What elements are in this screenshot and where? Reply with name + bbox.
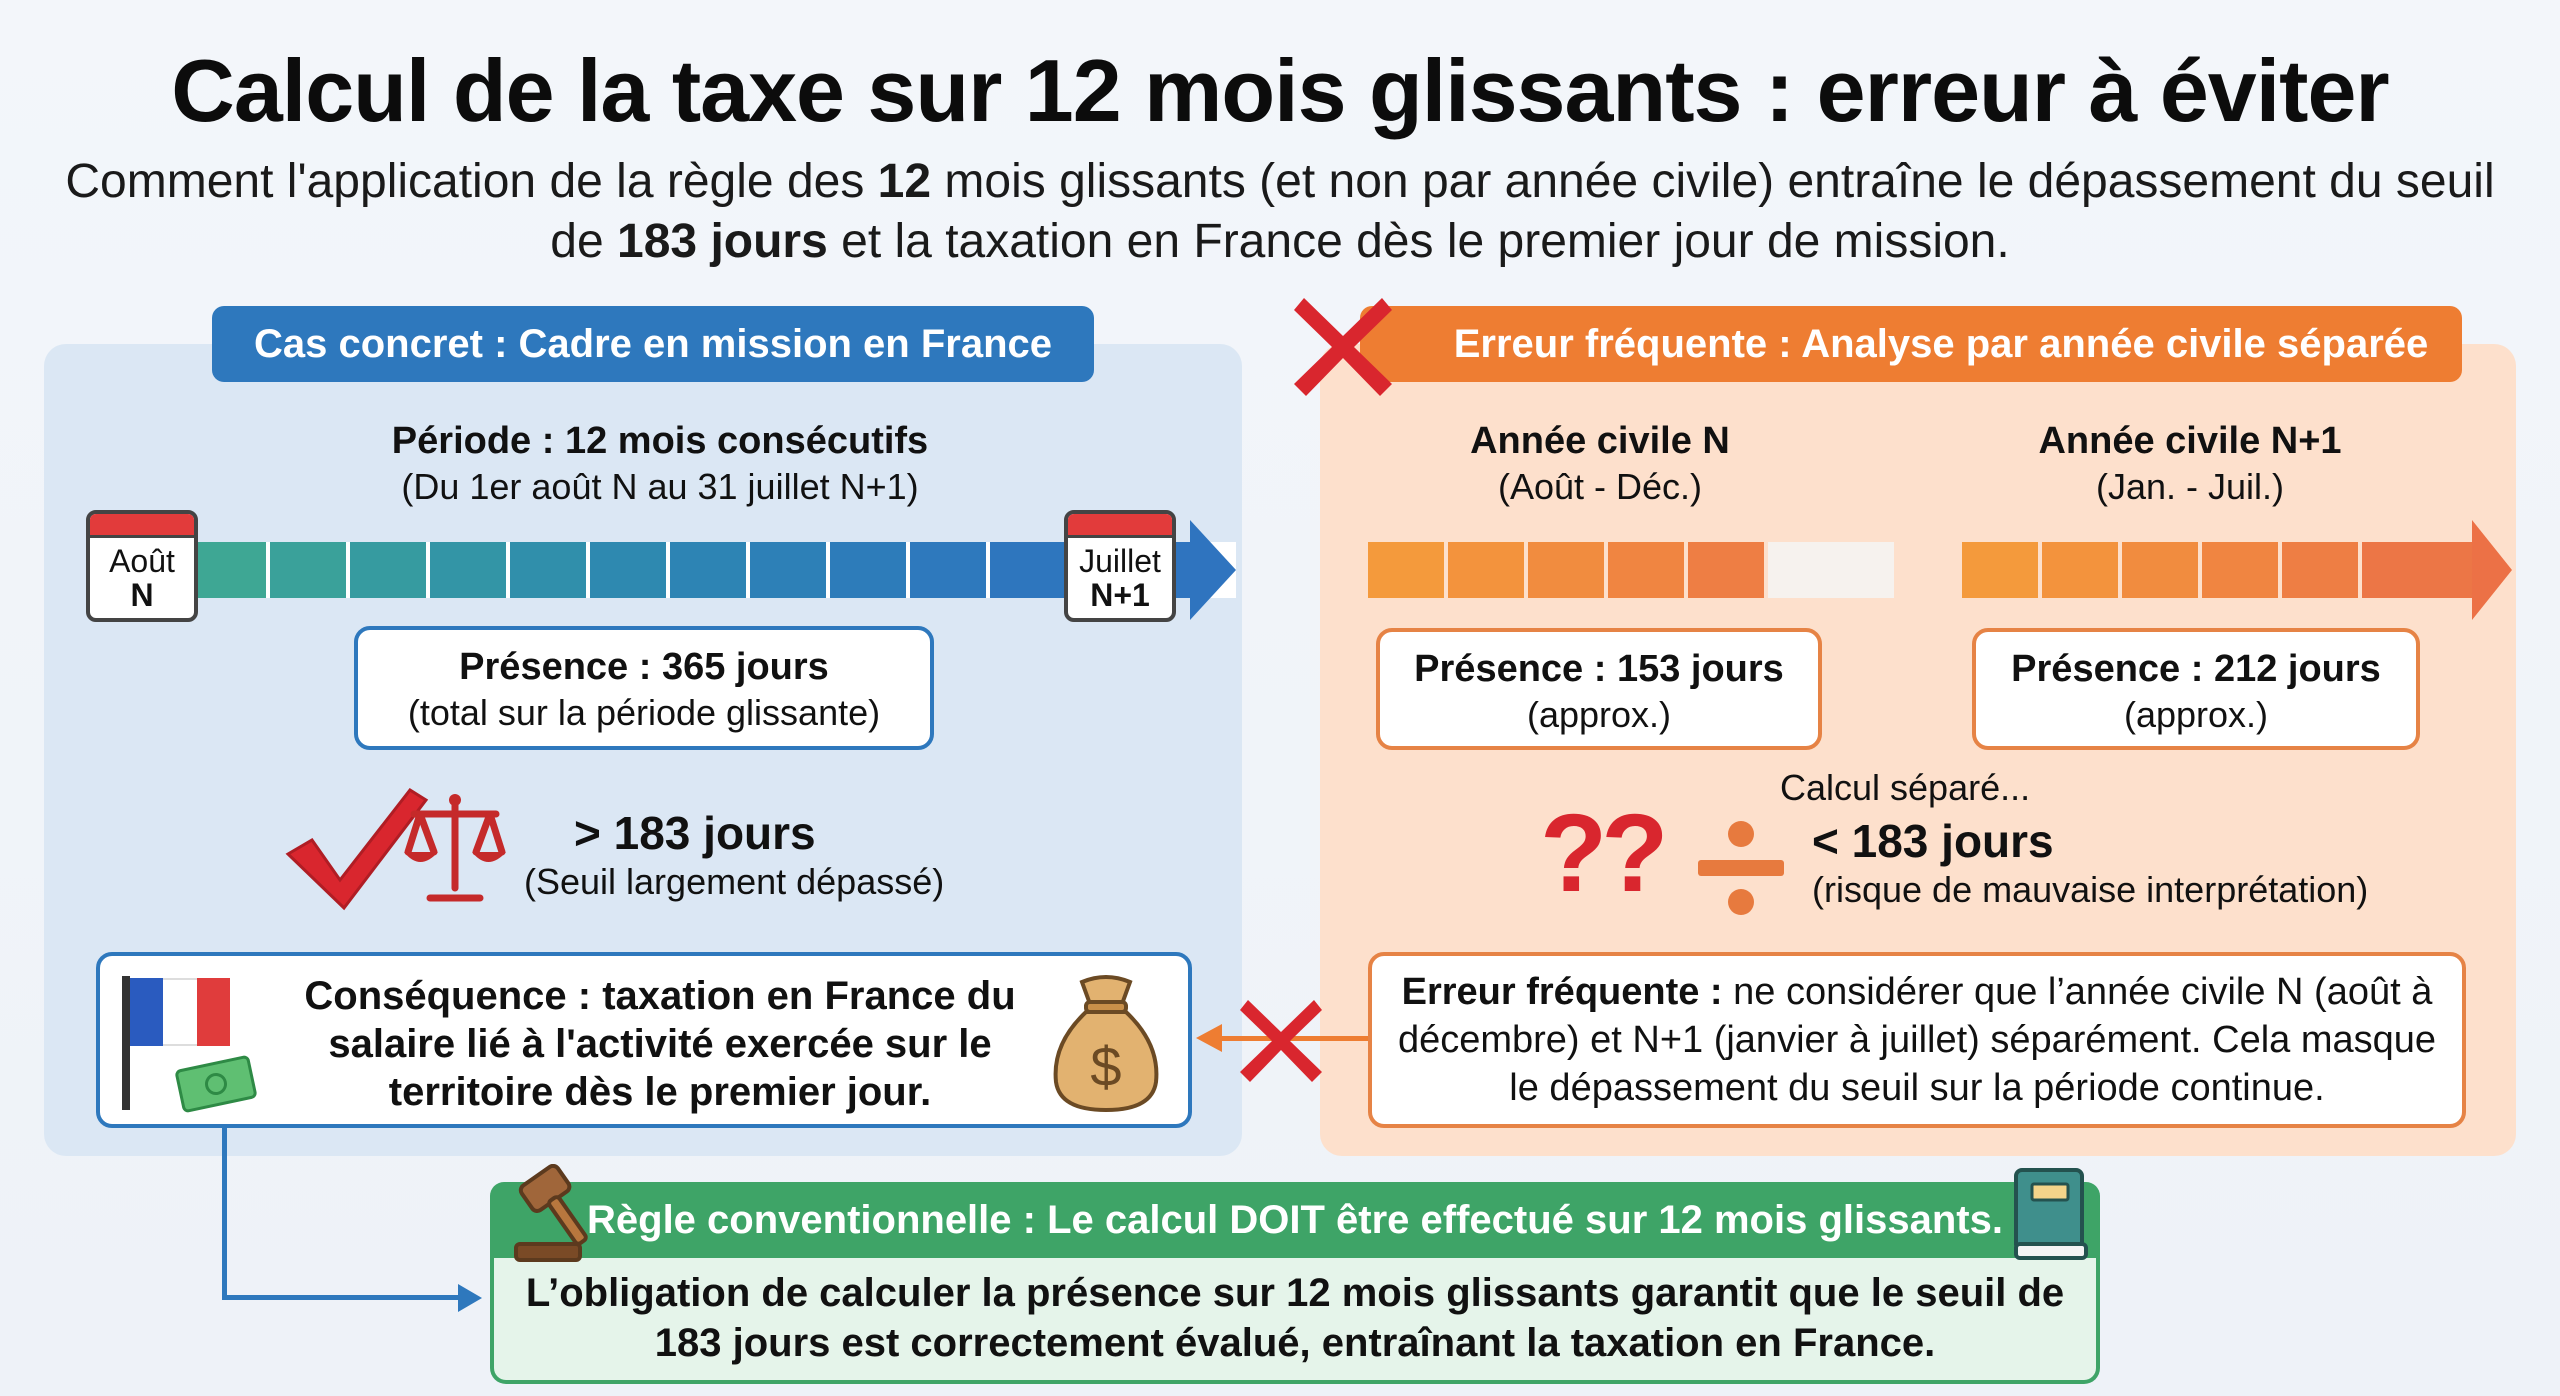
cross-icon [1240,1000,1322,1082]
rolling-result: > 183 jours (Seuil largement dépassé) [524,806,1024,904]
presence-rolling-subtitle: (total sur la période glissante) [407,692,881,733]
scales-icon [404,794,506,902]
presence-year2-subtitle: (approx.) [2123,694,2269,735]
timeline-arrow-icon [2472,520,2512,620]
connector-arrow-icon [458,1284,482,1312]
subtitle-part2: mois glissants (et non par année civile)… [550,155,2495,268]
presence-year1-subtitle: (approx.) [1526,694,1672,735]
presence-box-rolling: Présence : 365 jours (total sur la pério… [354,626,934,750]
french-flag-icon [130,978,230,1046]
timeline-segment [1608,542,1684,598]
rule-text: L’obligation de calculer la présence sur… [525,1271,2065,1365]
timeline-gap [1768,542,1894,598]
timeline-segment [990,542,1066,598]
check-icon [285,788,429,911]
error-arrow-icon [1196,1024,1222,1052]
rolling-timeline: Août N Juillet N+1 [80,510,1240,630]
calendar-start-month: Août [109,543,175,579]
calendar-end-year: N+1 [1090,577,1150,613]
money-bag-icon: $ [1053,975,1159,1113]
timeline-segment [190,542,266,598]
presence-rolling-title: Présence : 365 jours [459,646,829,688]
calendar-year-result-title: < 183 jours [1812,815,2054,867]
presence-box-year2: Présence : 212 jours (approx.) [1972,628,2420,750]
error-box: Erreur fréquente : ne considérer que l’a… [1368,952,2466,1128]
timeline-segment [1448,542,1524,598]
year2-subtitle: (Jan. - Juil.) [2095,466,2285,507]
timeline-segment [350,542,426,598]
calendar-end-month: Juillet [1079,543,1161,579]
rule-tag: Règle conventionnelle : Le calcul DOIT ê… [490,1182,2100,1258]
period-block: Période : 12 mois consécutifs (Du 1er ao… [280,418,1040,510]
year1-title: Année civile N [1470,420,1730,462]
subtitle-bold2: 183 jours [617,215,828,268]
connector-line-horizontal [222,1295,462,1300]
timeline-segment [1368,542,1444,598]
connector-line-vertical [222,1128,227,1300]
error-arrow-line [1222,1036,1368,1041]
book-icon [2014,1168,2088,1260]
error-label: Erreur fréquente : [1401,971,1723,1013]
rolling-result-subtitle: (Seuil largement dépassé) [524,861,945,902]
subtitle-part3: et la taxation en France dès le premier … [827,215,2010,268]
timeline-segment [1688,542,1764,598]
presence-box-year1: Présence : 153 jours (approx.) [1376,628,1822,750]
calendar-end-icon: Juillet N+1 [1064,510,1176,622]
right-panel-tag: Erreur fréquente : Analyse par année civ… [1360,306,2462,382]
page-subtitle: Comment l'application de la règle des 12… [60,152,2500,272]
year1-block: Année civile N (Août - Déc.) [1400,418,1800,510]
calendar-start-year: N [130,577,154,613]
timeline-segment [2362,542,2474,598]
right-panel-tag-label: Erreur fréquente : Analyse par année civ… [1453,322,2429,366]
cash-icon [174,1054,258,1114]
page-title: Calcul de la taxe sur 12 mois glissants … [171,41,2389,140]
calendar-year-timeline [1366,510,2516,630]
presence-year2-title: Présence : 212 jours [2011,648,2381,690]
gavel-icon [514,1164,588,1262]
timeline-segment [750,542,826,598]
subtitle-part1: Comment l'application de la règle des [65,155,878,208]
timeline-segment [1962,542,2038,598]
timeline-segment [830,542,906,598]
timeline-segment [2202,542,2278,598]
timeline-segment [1528,542,1604,598]
timeline-segment [2042,542,2118,598]
presence-year1-title: Présence : 153 jours [1414,648,1784,690]
calendar-start-icon: Août N [86,510,198,622]
calendar-year-result-subtitle: (risque de mauvaise interprétation) [1812,869,2369,910]
separate-calc-label: Calcul séparé... [1780,767,2031,808]
timeline-segment [670,542,746,598]
period-subtitle: (Du 1er août N au 31 juillet N+1) [401,466,919,507]
timeline-segment [2282,542,2358,598]
cross-icon [1294,298,1392,396]
money-bag-symbol: $ [1090,1035,1121,1098]
timeline-segment [430,542,506,598]
timeline-arrow-icon [1190,520,1236,620]
timeline-segment [510,542,586,598]
consequence-text: Conséquence : taxation en France du sala… [304,974,1016,1114]
divide-icon [1698,821,1784,915]
timeline-segment [270,542,346,598]
year1-subtitle: (Août - Déc.) [1497,466,1703,507]
timeline-segment [910,542,986,598]
error-text: ne considérer que l’année civile N (août… [1397,971,2437,1109]
period-title: Période : 12 mois consécutifs [391,420,929,462]
timeline-segment [590,542,666,598]
consequence-box: Conséquence : taxation en France du sala… [96,952,1192,1128]
year2-block: Année civile N+1 (Jan. - Juil.) [1990,418,2390,510]
subtitle-bold1: 12 [877,155,932,208]
rule-box: L’obligation de calculer la présence sur… [490,1258,2100,1384]
year2-title: Année civile N+1 [2038,420,2342,462]
timeline-segment [2122,542,2198,598]
flag-pole [122,976,130,1110]
rolling-result-title: > 183 jours [574,807,816,859]
calendar-year-result: < 183 jours (risque de mauvaise interpré… [1812,814,2452,912]
left-panel-tag: Cas concret : Cadre en mission en France [212,306,1094,382]
question-icon: ?? [1540,792,1668,915]
